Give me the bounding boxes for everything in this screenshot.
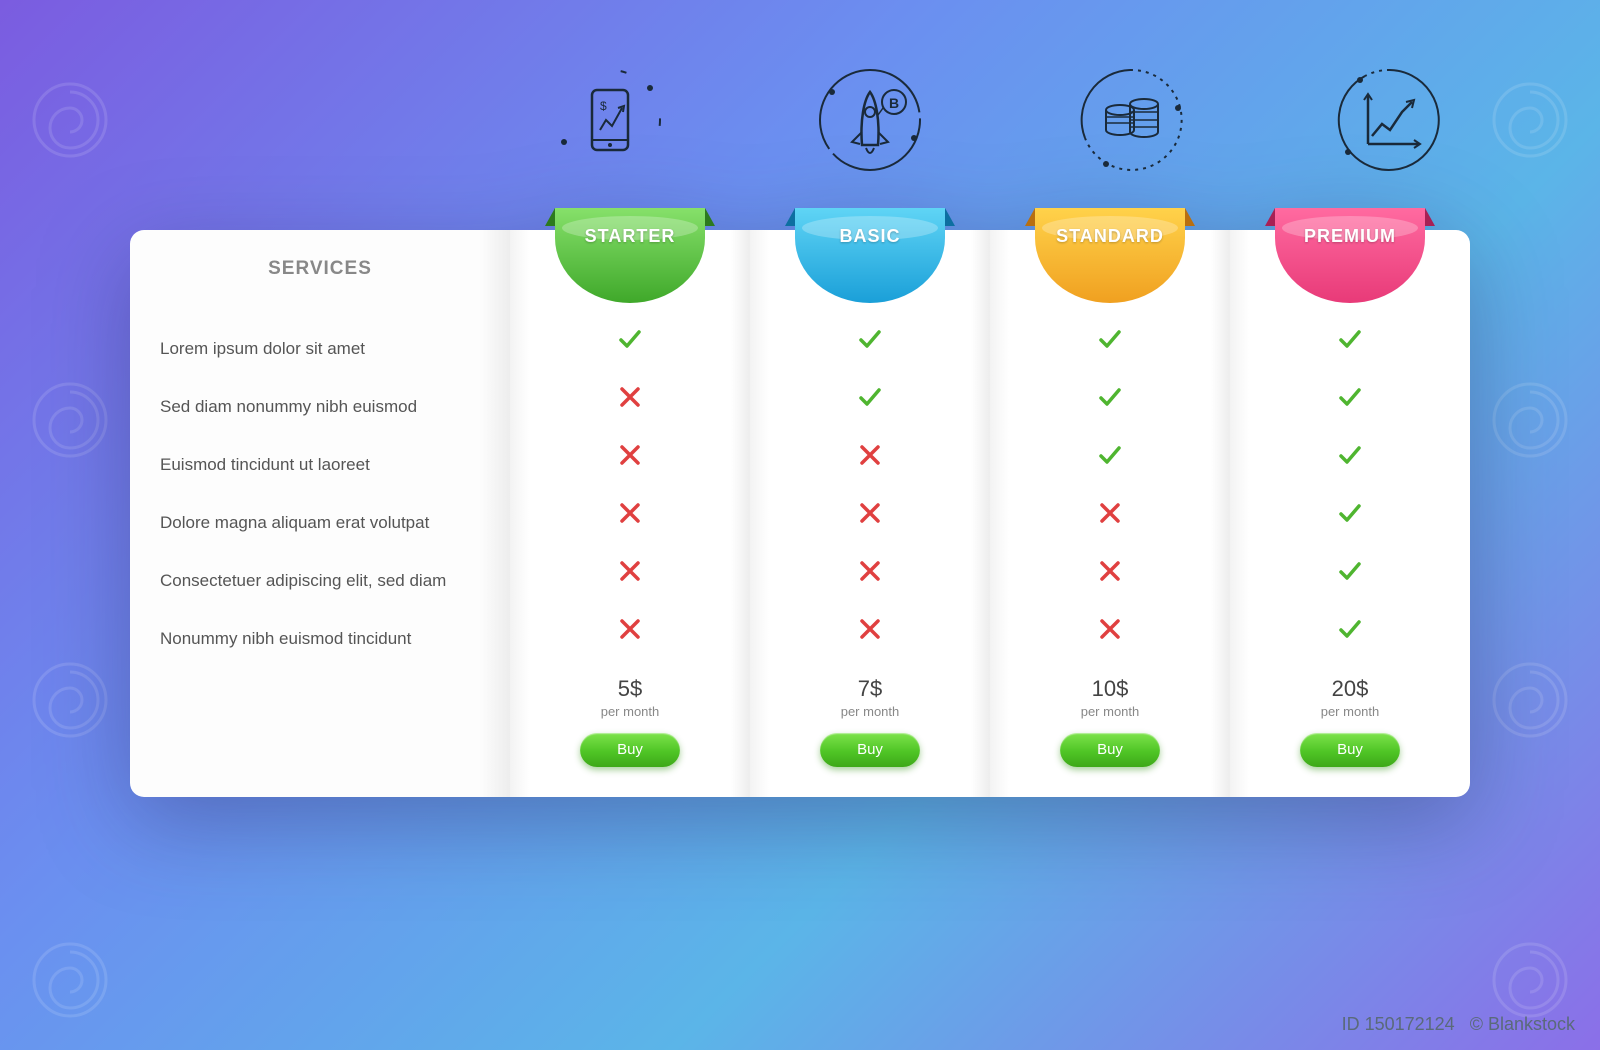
plan-column-premium: Premium 20$ per month Buy [1230,230,1470,797]
feature-row: Sed diam nonummy nibh euismod [160,378,480,436]
price-block: 7$ per month Buy [750,676,990,767]
price-value: 10$ [990,676,1230,702]
pricing-table: Services Lorem ipsum dolor sit ametSed d… [130,230,1470,797]
svg-text:B: B [889,95,899,111]
check-mark [1230,310,1470,368]
price-period: per month [510,704,750,719]
price-value: 5$ [510,676,750,702]
watermark-swirl [30,380,110,460]
plan-ribbon: Basic [785,208,955,303]
price-value: 20$ [1230,676,1470,702]
price-period: per month [990,704,1230,719]
plan-ribbon: Standard [1025,208,1195,303]
cross-mark [750,426,990,484]
plan-ribbon: Premium [1265,208,1435,303]
feature-row: Nonummy nibh euismod tincidunt [160,610,480,668]
top-icons-row: $ B [0,60,1600,180]
image-id: ID 150172124 [1342,1014,1455,1034]
image-copyright: © Blankstock [1470,1014,1575,1034]
cross-mark [750,484,990,542]
growth-chart-icon [1330,60,1450,180]
check-mark [1230,600,1470,658]
cross-mark [510,484,750,542]
price-period: per month [1230,704,1470,719]
price-period: per month [750,704,990,719]
buy-button[interactable]: Buy [1060,733,1160,767]
watermark-swirl [30,660,110,740]
services-header: Services [130,258,510,280]
buy-button[interactable]: Buy [820,733,920,767]
cross-mark [990,542,1230,600]
feature-row: Euismod tincidunt ut laoreet [160,436,480,494]
cross-mark [750,600,990,658]
check-mark [1230,368,1470,426]
cross-mark [750,542,990,600]
plan-name-label: Starter [545,226,715,247]
services-column: Services Lorem ipsum dolor sit ametSed d… [130,230,510,797]
cross-mark [510,368,750,426]
check-mark [990,368,1230,426]
price-block: 5$ per month Buy [510,676,750,767]
check-mark [750,310,990,368]
feature-row: Lorem ipsum dolor sit amet [160,320,480,378]
check-mark [1230,542,1470,600]
cross-mark [990,484,1230,542]
price-block: 20$ per month Buy [1230,676,1470,767]
cross-mark [990,600,1230,658]
plan-ribbon: Starter [545,208,715,303]
bitcoin-rocket-icon: B [810,60,930,180]
plan-column-basic: Basic 7$ per month Buy [750,230,990,797]
price-value: 7$ [750,676,990,702]
watermark-swirl [1490,940,1570,1020]
plan-name-label: Standard [1025,226,1195,247]
feature-row: Dolore magna aliquam erat volutpat [160,494,480,552]
check-mark [510,310,750,368]
cross-mark [510,600,750,658]
footer-credits: ID 150172124 © Blankstock [1342,1014,1575,1035]
cross-mark [510,426,750,484]
check-mark [1230,484,1470,542]
coins-stack-icon [1070,60,1190,180]
watermark-swirl [1490,660,1570,740]
plan-column-standard: Standard 10$ per month Buy [990,230,1230,797]
price-block: 10$ per month Buy [990,676,1230,767]
feature-row: Consectetuer adipiscing elit, sed diam [160,552,480,610]
buy-button[interactable]: Buy [580,733,680,767]
check-mark [990,310,1230,368]
check-mark [1230,426,1470,484]
watermark-swirl [30,940,110,1020]
svg-text:$: $ [600,99,607,113]
watermark-swirl [1490,380,1570,460]
plan-name-label: Premium [1265,226,1435,247]
check-mark [990,426,1230,484]
cross-mark [510,542,750,600]
feature-list: Lorem ipsum dolor sit ametSed diam nonum… [130,310,510,668]
plan-name-label: Basic [785,226,955,247]
buy-button[interactable]: Buy [1300,733,1400,767]
check-mark [750,368,990,426]
plan-column-starter: Starter 5$ per month Buy [510,230,750,797]
mobile-finance-icon: $ [550,60,670,180]
